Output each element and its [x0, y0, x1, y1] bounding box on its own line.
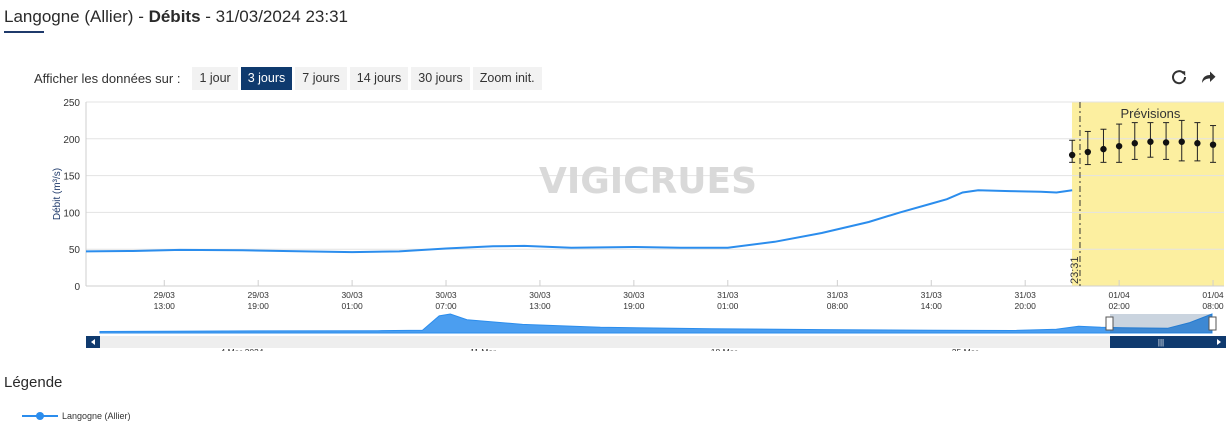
range-7-days-button[interactable]: 7 jours [295, 67, 347, 90]
zoom-reset-button[interactable]: Zoom init. [472, 67, 542, 90]
x-tick-time: 01:00 [717, 301, 739, 311]
now-label: 23:31 [1069, 256, 1081, 284]
watermark: VIGICRUES [539, 161, 757, 202]
forecast-point [1084, 148, 1092, 156]
navigator-handle-right [1208, 316, 1217, 331]
x-tick-date: 30/03 [435, 290, 457, 300]
range-1-day-button[interactable]: 1 jour [192, 67, 238, 90]
legend-line-marker [22, 412, 58, 420]
y-axis: 0 50 100 150 200 250 Débit (m³/s) [52, 98, 87, 293]
x-tick-date: 31/03 [827, 290, 849, 300]
forecast-point [1162, 139, 1170, 146]
y-axis-title: Débit (m³/s) [52, 168, 63, 220]
x-tick-time: 14:00 [921, 301, 943, 311]
now-marker: 23:31 [1069, 102, 1081, 286]
x-tick-date: 30/03 [529, 290, 551, 300]
x-tick-time: 13:00 [529, 301, 551, 311]
x-tick-date: 29/03 [248, 290, 270, 300]
forecast-point [1100, 145, 1107, 153]
legend-item-label: Langogne (Allier) [62, 411, 131, 421]
x-tick-time: 20:00 [1015, 301, 1037, 311]
refresh-icon[interactable] [1170, 68, 1188, 86]
forecast-point [1147, 138, 1154, 145]
navigator-handle-left [1105, 316, 1114, 331]
forecast-point [1115, 142, 1123, 150]
legend-title: Légende [4, 374, 63, 391]
datetime: 31/03/2024 23:31 [215, 7, 349, 26]
navigator-tick-label: 25 Mar [952, 347, 979, 351]
range-14-days-button[interactable]: 14 jours [349, 67, 409, 90]
forecast-point [1178, 138, 1185, 145]
chevron-right-icon [1217, 339, 1221, 345]
forecast-band: Prévisions [1071, 102, 1224, 286]
observed-line [85, 189, 1073, 254]
y-tick-label: 100 [63, 208, 80, 219]
x-tick-date: 01/04 [1202, 290, 1224, 300]
forecast-point [1068, 151, 1076, 159]
station-name: Langogne (Allier) [4, 7, 134, 26]
forecast-point [1194, 140, 1201, 147]
y-tick-label: 200 [63, 135, 80, 146]
forecast-series [1068, 119, 1217, 166]
title-underline [4, 31, 44, 33]
navigator-area [99, 313, 1213, 334]
forecast-point [1209, 141, 1217, 148]
scrollbar-thumb [1110, 336, 1212, 348]
range-3-days-button[interactable]: 3 jours [240, 67, 293, 90]
x-tick-time: 02:00 [1108, 301, 1130, 311]
x-tick-date: 30/03 [623, 290, 645, 300]
forecast-band-area [1071, 102, 1224, 286]
x-tick-time: 13:00 [154, 301, 176, 311]
navigator[interactable]: ||| 4 Mar 2024 11 Mar 18 Mar 25 Mar [86, 313, 1226, 351]
y-tick-label: 250 [63, 98, 80, 109]
navigator-tick-label: 11 Mar [470, 347, 496, 351]
x-tick-time: 08:00 [1202, 301, 1224, 311]
scrollbar-grip-icon: ||| [1158, 338, 1164, 347]
x-tick-time: 19:00 [623, 301, 645, 311]
observed-series [85, 189, 1073, 254]
y-tick-label: 150 [63, 172, 80, 183]
x-tick-time: 08:00 [827, 301, 849, 311]
grid-lines [86, 101, 1224, 250]
legend-item-langogne[interactable]: Langogne (Allier) [22, 411, 131, 421]
forecast-point [1131, 140, 1138, 147]
forecast-label: Prévisions [1120, 106, 1180, 121]
measure-name: Débits [148, 7, 201, 26]
navigator-tick-label: 18 Mar [711, 347, 738, 351]
x-tick-date: 31/03 [717, 290, 739, 300]
watermark-text: VIGICRUES [539, 161, 757, 202]
discharge-chart: Prévisions VIGICRUES 0 50 100 150 200 250 Débi… [52, 98, 1226, 351]
y-tick-label: 50 [69, 245, 81, 256]
range-label: Afficher les données sur : [34, 71, 181, 86]
navigator-tick-label: 4 Mar 2024 [221, 347, 264, 351]
x-tick-time: 07:00 [435, 301, 457, 311]
x-tick-date: 31/03 [1015, 290, 1037, 300]
range-selector: Afficher les données sur : 1 jour 3 jour… [34, 67, 545, 90]
range-30-days-button[interactable]: 30 jours [411, 67, 470, 90]
y-tick-label: 0 [74, 282, 80, 293]
page-title: Langogne (Allier) - Débits - 31/03/2024 … [4, 7, 349, 26]
x-tick-date: 29/03 [154, 290, 176, 300]
chevron-left-icon [91, 339, 95, 345]
navigator-window [1110, 314, 1212, 333]
share-icon[interactable] [1199, 68, 1217, 86]
scrollbar-track [86, 336, 1226, 348]
x-tick-date: 01/04 [1108, 290, 1130, 300]
x-axis: 29/0313:0029/0319:0030/0301:0030/0307:00… [86, 280, 1224, 311]
x-tick-date: 30/03 [341, 290, 363, 300]
x-tick-time: 19:00 [248, 301, 270, 311]
x-tick-time: 01:00 [341, 301, 363, 311]
x-tick-date: 31/03 [921, 290, 943, 300]
